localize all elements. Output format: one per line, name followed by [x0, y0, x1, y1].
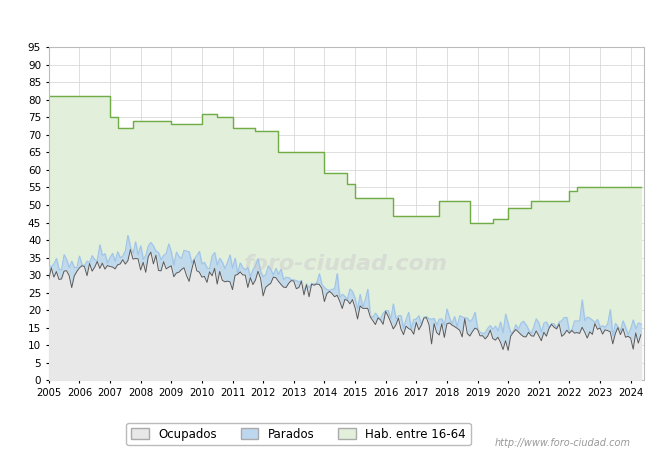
Text: foro-ciudad.com: foro-ciudad.com	[244, 254, 448, 274]
Legend: Ocupados, Parados, Hab. entre 16-64: Ocupados, Parados, Hab. entre 16-64	[127, 423, 471, 445]
Text: Narros de Saldueña - Evolucion de la poblacion en edad de Trabajar Mayo de 2024: Narros de Saldueña - Evolucion de la pob…	[40, 14, 610, 27]
Text: http://www.foro-ciudad.com: http://www.foro-ciudad.com	[495, 438, 630, 448]
